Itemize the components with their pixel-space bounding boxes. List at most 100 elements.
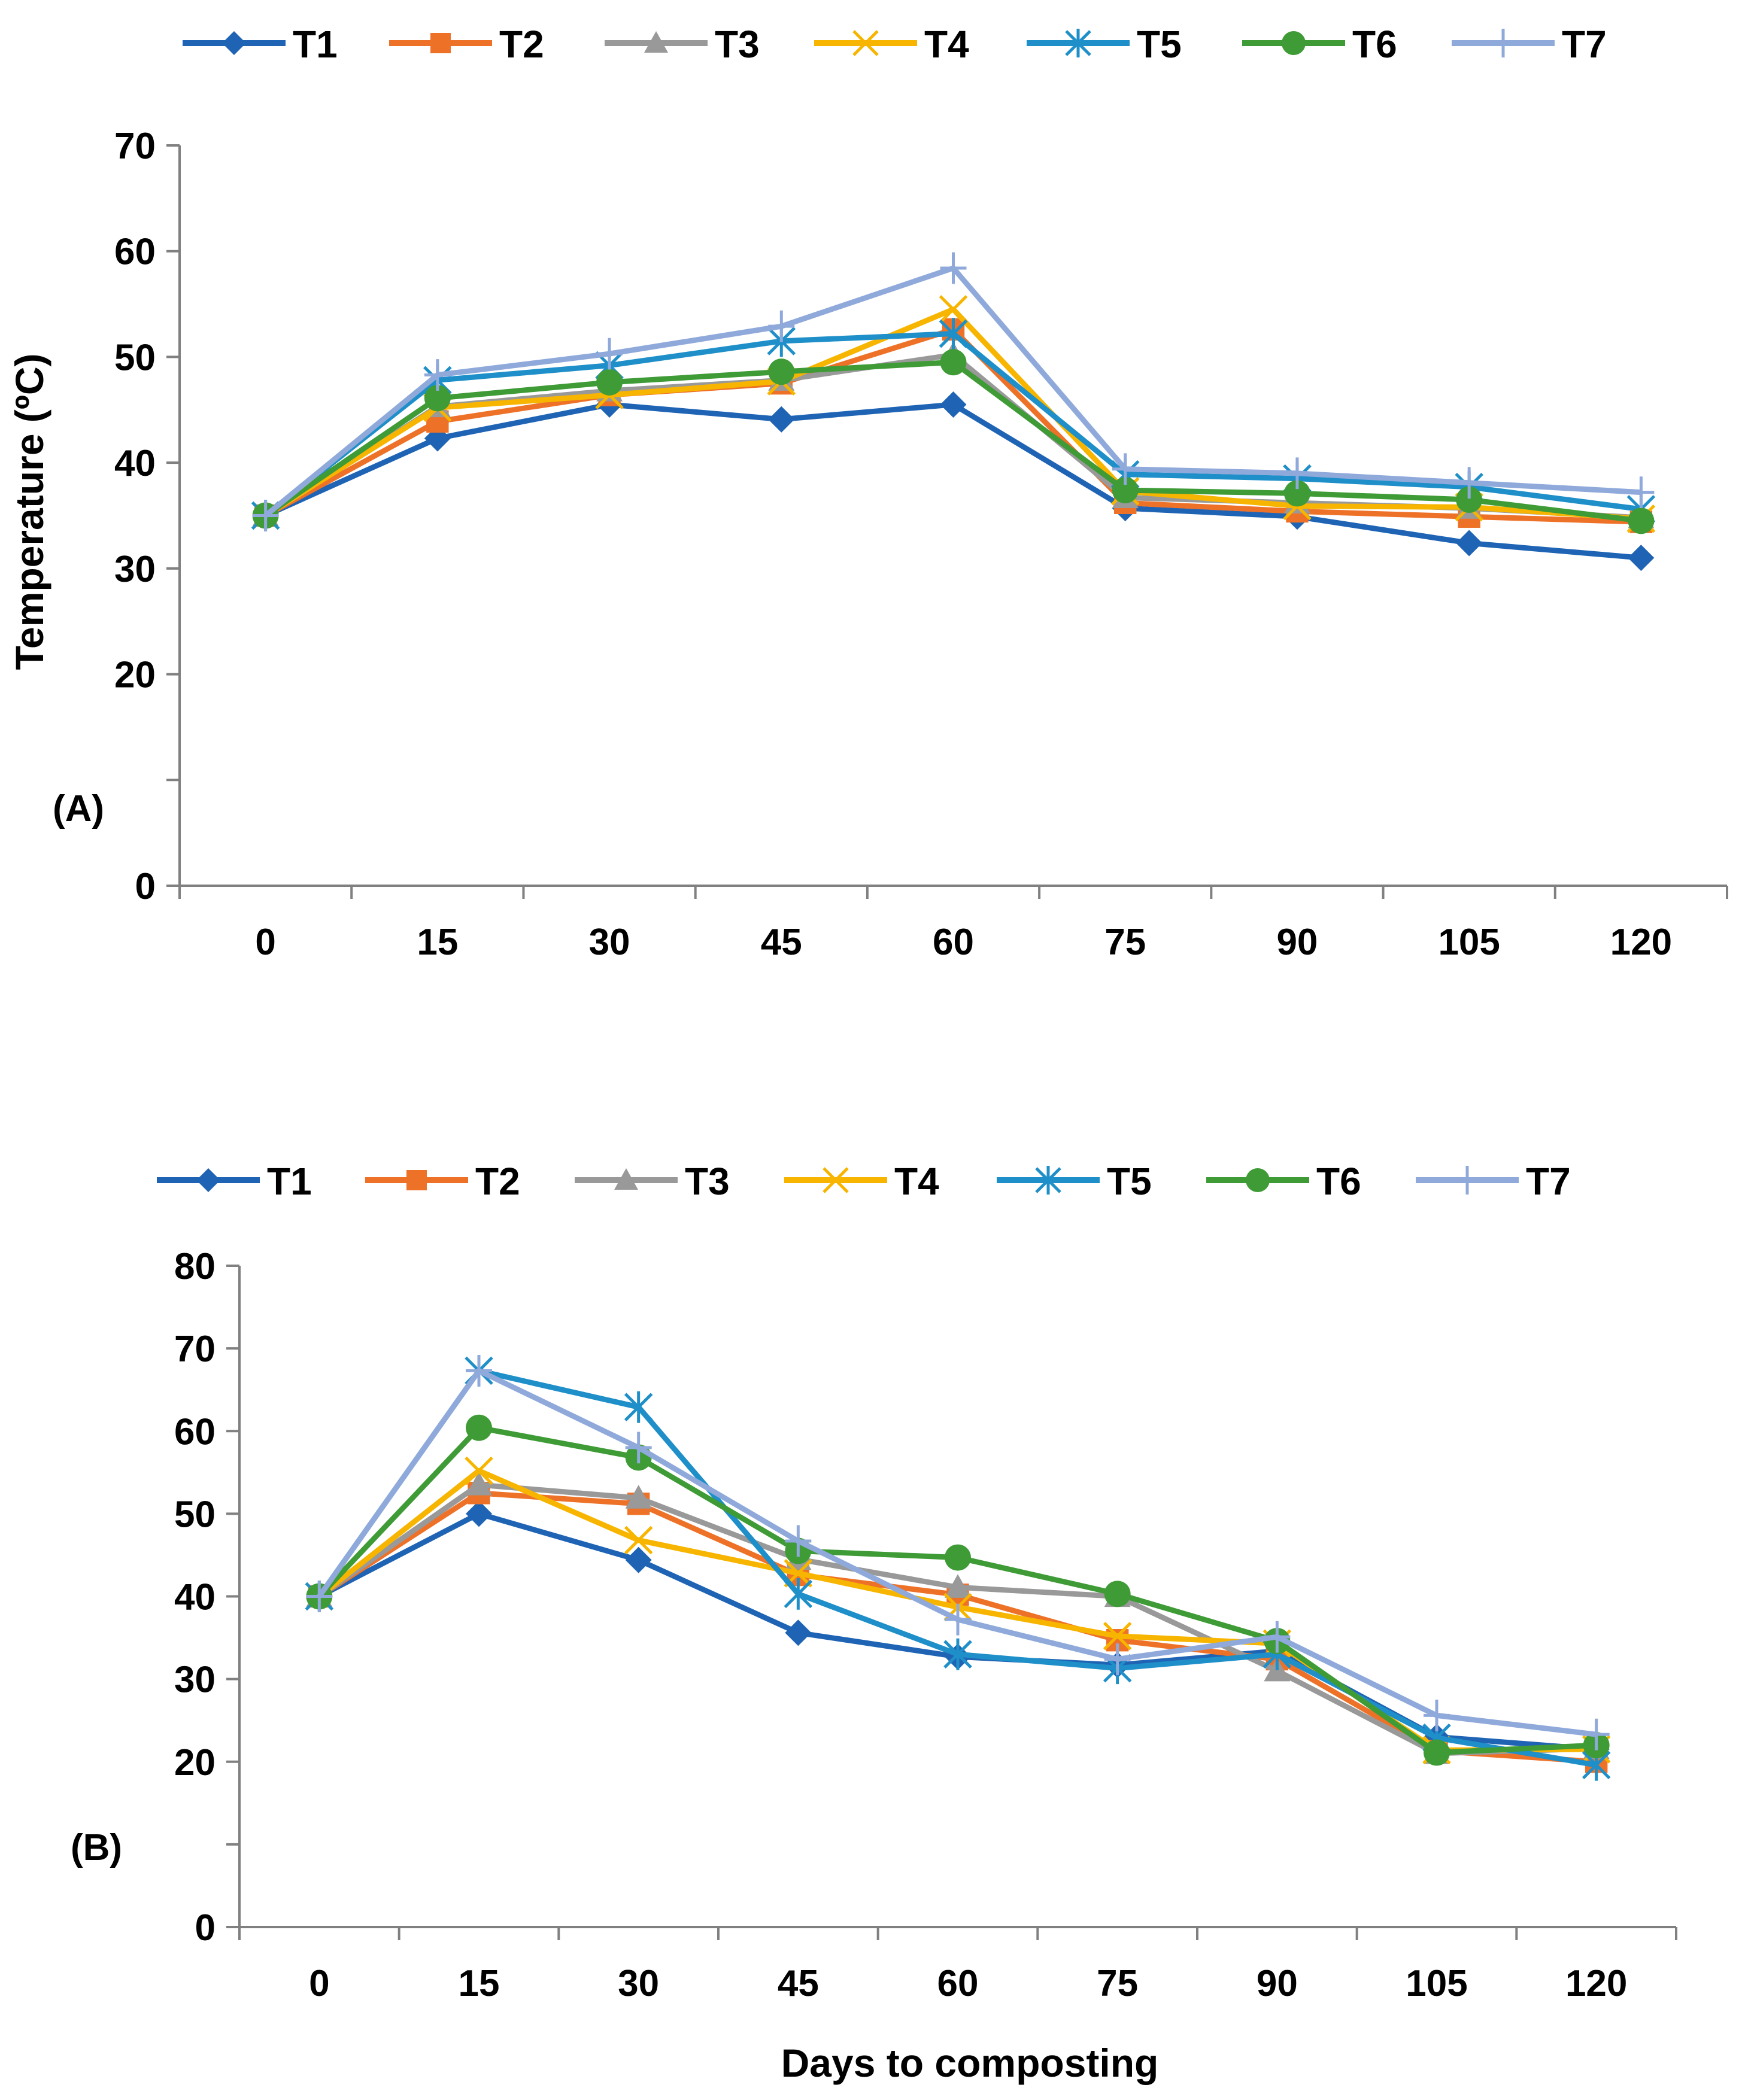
data-point bbox=[1583, 1718, 1610, 1750]
legend-label: T3 bbox=[715, 23, 760, 66]
data-point bbox=[1628, 476, 1655, 509]
data-point bbox=[252, 500, 279, 531]
legend-marker bbox=[406, 1170, 427, 1190]
data-point bbox=[1456, 467, 1483, 499]
x-axis-label: Days to composting bbox=[781, 2041, 1159, 2085]
data-point bbox=[1424, 1700, 1450, 1731]
data-point bbox=[1264, 1621, 1291, 1653]
data-point bbox=[624, 1391, 653, 1423]
data-point bbox=[306, 1581, 333, 1612]
data-point bbox=[785, 1619, 812, 1646]
legend-marker bbox=[823, 1167, 849, 1193]
x-tick-label: 75 bbox=[1104, 922, 1146, 963]
panel-b-moisture: T1 T2 T3 T4 T5 T6 T7 0 20 30 40 50 60 70 80 0 15 30 45 60 75… bbox=[21, 1160, 1677, 2085]
data-point bbox=[768, 358, 795, 385]
data-point bbox=[1104, 1581, 1131, 1607]
data-point bbox=[940, 391, 967, 418]
y-tick-label: 50 bbox=[114, 337, 156, 378]
legend-item-t5: T5 bbox=[1027, 23, 1182, 66]
legend-item-t4: T4 bbox=[784, 1160, 939, 1203]
data-point bbox=[1283, 457, 1310, 490]
series-t7 bbox=[306, 1355, 1610, 1750]
panel-label: (B) bbox=[71, 1827, 122, 1868]
series-line bbox=[264, 359, 1641, 524]
axes: 0 20 30 40 50 60 70 0 15 30 45 60 75 90 105 120 Temperat… bbox=[7, 126, 1728, 963]
data-point bbox=[466, 1414, 492, 1441]
y-axis-label: Temperature (ºC) bbox=[7, 354, 51, 670]
legend-marker bbox=[1246, 1168, 1270, 1192]
y-tick-label: 0 bbox=[195, 1907, 216, 1949]
data-point bbox=[625, 1485, 652, 1509]
data-point bbox=[465, 1456, 493, 1485]
series-group bbox=[305, 1355, 1611, 1781]
legend-item-t6: T6 bbox=[1242, 23, 1397, 66]
legend-label: T2 bbox=[499, 23, 544, 66]
legend-item-t2: T2 bbox=[365, 1160, 520, 1203]
legend-marker bbox=[614, 1168, 638, 1190]
legend-marker bbox=[196, 1168, 220, 1192]
data-point bbox=[784, 1578, 813, 1610]
data-point bbox=[596, 369, 623, 396]
y-tick-label: 30 bbox=[114, 549, 156, 590]
data-point bbox=[1112, 477, 1139, 504]
legend-label: T7 bbox=[1562, 23, 1607, 66]
legend-label: T4 bbox=[924, 23, 969, 66]
legend-label: T5 bbox=[1137, 23, 1182, 66]
x-tick-label: 0 bbox=[255, 922, 275, 963]
x-tick-label: 45 bbox=[761, 922, 802, 963]
x-tick-label: 75 bbox=[1097, 1963, 1138, 2004]
data-point bbox=[1283, 480, 1310, 507]
y-tick-label: 60 bbox=[174, 1411, 216, 1452]
y-tick-label: 60 bbox=[114, 232, 156, 273]
y-tick-label: 40 bbox=[114, 443, 156, 484]
data-point bbox=[424, 359, 451, 391]
data-point bbox=[768, 310, 795, 342]
panel-label: (A) bbox=[53, 788, 104, 829]
y-axis-label: Moisture content (%) bbox=[21, 1370, 65, 1761]
data-point bbox=[624, 1525, 653, 1555]
data-point bbox=[1103, 1622, 1132, 1651]
legend-marker bbox=[1455, 1166, 1479, 1195]
legend-item-t4: T4 bbox=[814, 23, 969, 66]
data-point bbox=[1456, 530, 1483, 557]
legend-label: T3 bbox=[685, 1160, 730, 1203]
x-tick-label: 120 bbox=[1610, 922, 1672, 963]
legend-item-t5: T5 bbox=[997, 1160, 1152, 1203]
axes: 0 20 30 40 50 60 70 80 0 15 30 45 60 75 90 105 120 Moistu… bbox=[21, 1246, 1677, 2085]
y-tick-label: 40 bbox=[174, 1577, 216, 1618]
y-tick-label: 50 bbox=[174, 1494, 216, 1535]
legend-label: T6 bbox=[1352, 23, 1397, 66]
data-point bbox=[1104, 1643, 1131, 1675]
data-point bbox=[1424, 1739, 1450, 1766]
series-t7 bbox=[252, 252, 1655, 531]
data-point bbox=[424, 385, 451, 412]
legend-item-t7: T7 bbox=[1452, 23, 1607, 66]
legend-label: T2 bbox=[475, 1160, 520, 1203]
legend-item-t1: T1 bbox=[157, 1160, 312, 1203]
x-tick-label: 0 bbox=[309, 1963, 329, 2004]
data-point bbox=[945, 1603, 971, 1636]
legend: T1 T2 T3 T4 T5 T6 T7 bbox=[157, 1160, 1571, 1203]
y-tick-label: 70 bbox=[174, 1329, 216, 1370]
data-point bbox=[943, 1638, 972, 1670]
data-point bbox=[1628, 507, 1655, 534]
y-tick-label: 20 bbox=[114, 655, 156, 696]
x-tick-label: 120 bbox=[1565, 1963, 1627, 2004]
x-tick-label: 30 bbox=[589, 922, 630, 963]
data-point bbox=[596, 338, 623, 370]
series-group bbox=[251, 252, 1656, 572]
data-point bbox=[466, 1500, 492, 1527]
data-point bbox=[768, 406, 795, 433]
y-tick-label: 80 bbox=[174, 1246, 216, 1287]
data-point bbox=[939, 318, 968, 350]
legend-marker bbox=[644, 31, 668, 53]
panel-a-temperature: T1 T2 T3 T4 T5 T6 T7 0 20 30 40 50 60 70 0 15 30 45 60 75 90… bbox=[7, 23, 1728, 963]
data-point bbox=[945, 1574, 971, 1598]
data-point bbox=[466, 1472, 492, 1496]
data-point bbox=[939, 295, 968, 324]
data-point bbox=[785, 1525, 812, 1557]
data-point bbox=[945, 1544, 971, 1571]
legend-marker bbox=[222, 31, 246, 55]
x-tick-label: 90 bbox=[1257, 1963, 1298, 2004]
